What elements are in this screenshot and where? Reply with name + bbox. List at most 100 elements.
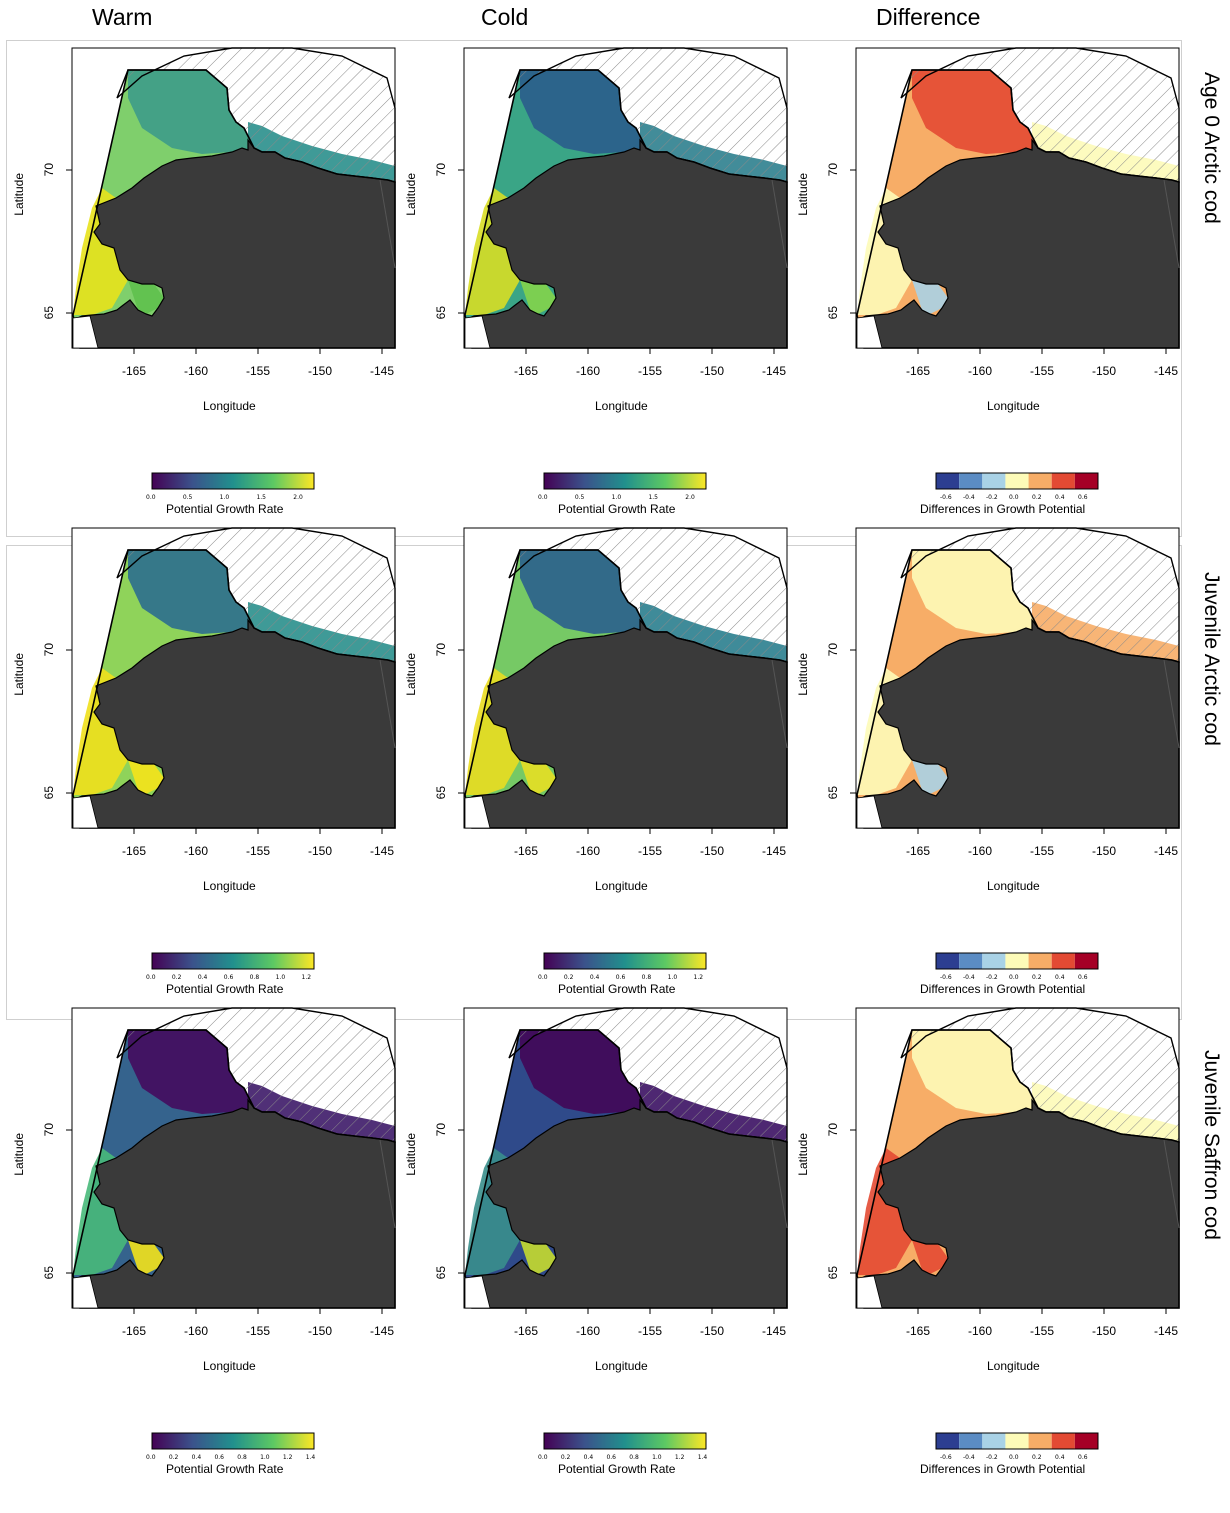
x-tick-label: -155 (246, 1324, 271, 1338)
x-tick-label: -165 (122, 1324, 147, 1338)
colorbar-tick: 0.2 (563, 974, 574, 981)
map-svg (458, 527, 788, 834)
region-fill (912, 70, 1038, 154)
land-west (856, 315, 883, 349)
colorbar-tick: 0.0 (146, 1454, 156, 1461)
colorbar-tick: 0.0 (538, 1454, 548, 1461)
x-tick-label: -165 (514, 364, 539, 378)
x-axis-title: Longitude (595, 399, 648, 413)
region-fill (520, 280, 556, 314)
region-fill (465, 188, 520, 315)
y-tick-label: 70 (826, 1123, 840, 1137)
colorbar-tick: 1.4 (305, 1454, 316, 1461)
colorbar-tick: 1.0 (652, 1454, 662, 1461)
region-fill (73, 1148, 128, 1275)
x-axis-title: Longitude (987, 399, 1040, 413)
x-axis-title: Longitude (595, 879, 648, 893)
x-tick-label: -160 (968, 1324, 993, 1338)
colorbar-title: Potential Growth Rate (166, 1462, 284, 1476)
x-tick-label: -160 (576, 1324, 601, 1338)
land-west (72, 1275, 99, 1309)
region-fill (912, 1030, 1038, 1114)
x-tick-label: -155 (246, 364, 271, 378)
map-svg (66, 1007, 396, 1314)
region-fill (128, 280, 164, 314)
region-fill (857, 1148, 912, 1275)
colorbar-frame (935, 472, 1099, 490)
colorbar-bin (1074, 953, 1098, 969)
colorbar-tick: 0.8 (641, 974, 652, 981)
map-panel-warm: -165 -160 -155 -150 -145 65 70 Longitude Latitud… (10, 527, 400, 1008)
colorbar-bin (1028, 953, 1052, 969)
colorbar-tick: -0.6 (940, 974, 952, 981)
colorbar-bin (936, 473, 960, 489)
x-tick-label: -165 (122, 364, 147, 378)
row-label-3: Juvenile Saffron cod (1200, 1050, 1223, 1240)
colorbar-bin (959, 1433, 983, 1449)
colorbar-tick: -0.2 (986, 494, 998, 501)
colorbar (935, 1432, 1099, 1450)
y-tick-label: 70 (42, 1123, 56, 1137)
colorbar-tick: 2.0 (293, 494, 303, 501)
x-tick-label: -145 (370, 1324, 395, 1338)
colorbar-bin (1074, 473, 1098, 489)
y-tick-label: 70 (434, 1123, 448, 1137)
x-tick-label: -150 (308, 844, 333, 858)
y-axis-title: Latitude (404, 173, 418, 216)
region-fill (128, 70, 254, 154)
x-tick-label: -155 (1030, 844, 1055, 858)
colorbar-tick: 0.0 (1009, 494, 1019, 501)
colorbar-tick: 0.6 (1078, 494, 1088, 501)
colorbar-tick: 0.0 (1009, 974, 1019, 981)
y-tick-label: 70 (434, 643, 448, 657)
y-axis-title: Latitude (796, 1133, 810, 1176)
region-fill (128, 550, 254, 634)
colorbar-tick: 0.6 (1078, 1454, 1088, 1461)
colorbar-tick: 0.8 (237, 1454, 247, 1461)
y-axis-title: Latitude (404, 1133, 418, 1176)
colorbar-tick: 1.0 (260, 1454, 270, 1461)
x-tick-label: -155 (246, 844, 271, 858)
region-fill (912, 550, 1038, 634)
land-west (856, 1275, 883, 1309)
x-tick-label: -155 (638, 1324, 663, 1338)
colorbar-gradient (543, 472, 707, 490)
map-panel-warm: -165 -160 -155 -150 -145 65 70 Longitude Latitud… (10, 47, 400, 528)
y-tick-label: 65 (42, 306, 56, 320)
colorbar-gradient (543, 952, 707, 970)
x-tick-label: -145 (370, 364, 395, 378)
domain-outline (72, 69, 396, 349)
map-panel-difference: -165 -160 -155 -150 -145 65 70 Longitude Latitud… (794, 47, 1184, 528)
colorbar-bin (1051, 473, 1075, 489)
x-tick-label: -165 (514, 1324, 539, 1338)
colorbar-tick: 1.2 (282, 1454, 293, 1461)
domain-outline (856, 1029, 1180, 1309)
y-axis-title: Latitude (404, 653, 418, 696)
colorbar-tick: 0.8 (249, 974, 260, 981)
colorbar-tick: 1.2 (693, 974, 704, 981)
x-tick-label: -150 (308, 1324, 333, 1338)
domain-outline (72, 549, 396, 829)
colorbar-tick: 1.2 (674, 1454, 685, 1461)
colorbar-title: Potential Growth Rate (558, 502, 676, 516)
colorbar-tick: 1.0 (219, 494, 230, 501)
x-axis-title: Longitude (203, 1359, 256, 1373)
colorbar-tick: 0.5 (182, 494, 193, 501)
colorbar-gradient (151, 952, 315, 970)
map-svg (66, 47, 396, 354)
colorbar-tick: 0.6 (606, 1454, 616, 1461)
y-tick-label: 70 (42, 163, 56, 177)
colorbar-tick: -0.4 (963, 974, 975, 981)
domain-outline (856, 549, 1180, 829)
colorbar-tick: 0.2 (1032, 974, 1042, 981)
colorbar-gradient (543, 1432, 707, 1450)
colorbar-gradient (151, 472, 315, 490)
colorbar-tick: 0.2 (560, 1454, 571, 1461)
colorbar-tick: 1.5 (256, 494, 266, 501)
map-panel-cold: -165 -160 -155 -150 -145 65 70 Longitude Latitud… (402, 1007, 792, 1488)
x-axis-title: Longitude (987, 879, 1040, 893)
colorbar-bin (1051, 953, 1075, 969)
x-axis-title: Longitude (203, 879, 256, 893)
colorbar-tick: 1.2 (301, 974, 312, 981)
colorbar-tick: -0.4 (963, 494, 975, 501)
